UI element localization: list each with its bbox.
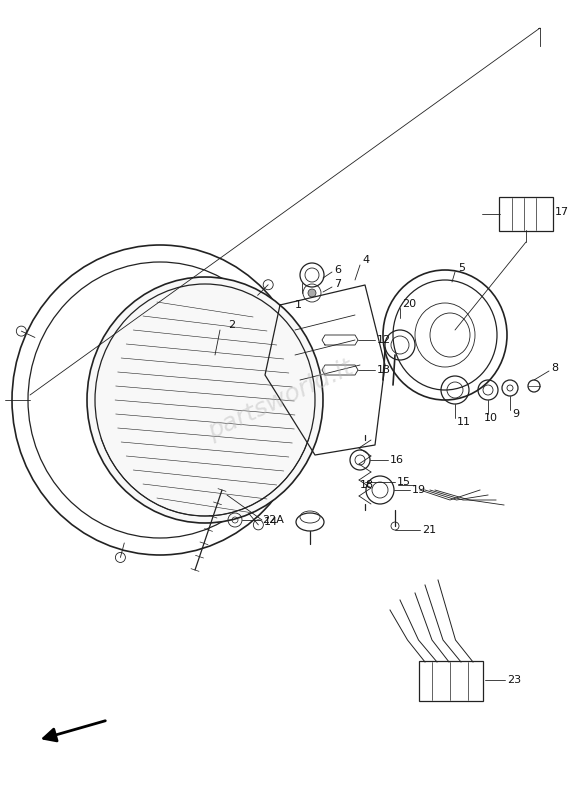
FancyBboxPatch shape: [419, 661, 483, 701]
Ellipse shape: [296, 513, 324, 531]
Ellipse shape: [87, 277, 323, 523]
Text: 23: 23: [507, 675, 521, 685]
Text: 15: 15: [397, 477, 411, 487]
Text: 18: 18: [360, 480, 374, 490]
Ellipse shape: [383, 270, 507, 400]
Text: 19: 19: [412, 485, 426, 495]
Text: 6: 6: [334, 265, 341, 275]
Text: 12: 12: [377, 335, 391, 345]
Text: 14: 14: [264, 517, 278, 527]
Text: 10: 10: [484, 413, 498, 423]
Text: 16: 16: [390, 455, 404, 465]
Text: 20: 20: [402, 299, 416, 309]
Circle shape: [366, 476, 394, 504]
Text: 2: 2: [228, 320, 235, 330]
Text: 1: 1: [295, 300, 302, 310]
Text: 7: 7: [334, 279, 341, 289]
Text: 21: 21: [422, 525, 436, 535]
Circle shape: [300, 263, 324, 287]
Text: 11: 11: [457, 417, 471, 427]
Text: 8: 8: [551, 363, 558, 373]
Text: 4: 4: [362, 255, 369, 265]
Text: 9: 9: [512, 409, 519, 419]
FancyBboxPatch shape: [499, 197, 553, 231]
Circle shape: [308, 289, 316, 297]
Text: 13: 13: [377, 365, 391, 375]
Ellipse shape: [12, 245, 308, 555]
Text: 17: 17: [555, 207, 569, 217]
Text: 22A: 22A: [262, 515, 284, 525]
Text: 5: 5: [458, 263, 465, 273]
Text: partsworld.it: partsworld.it: [204, 356, 357, 444]
